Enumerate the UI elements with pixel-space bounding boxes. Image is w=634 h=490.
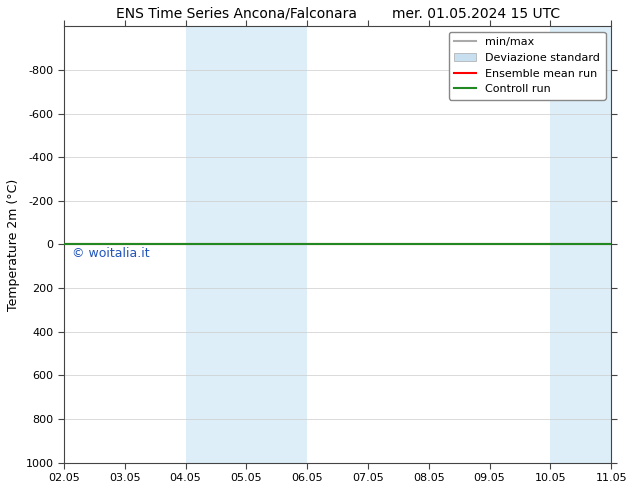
Bar xyxy=(186,26,247,463)
Text: © woitalia.it: © woitalia.it xyxy=(72,246,150,260)
Legend: min/max, Deviazione standard, Ensemble mean run, Controll run: min/max, Deviazione standard, Ensemble m… xyxy=(449,32,605,99)
Y-axis label: Temperature 2m (°C): Temperature 2m (°C) xyxy=(7,178,20,311)
Bar xyxy=(550,26,611,463)
Title: ENS Time Series Ancona/Falconara        mer. 01.05.2024 15 UTC: ENS Time Series Ancona/Falconara mer. 01… xyxy=(115,7,560,21)
Bar xyxy=(247,26,307,463)
Bar xyxy=(611,26,634,463)
